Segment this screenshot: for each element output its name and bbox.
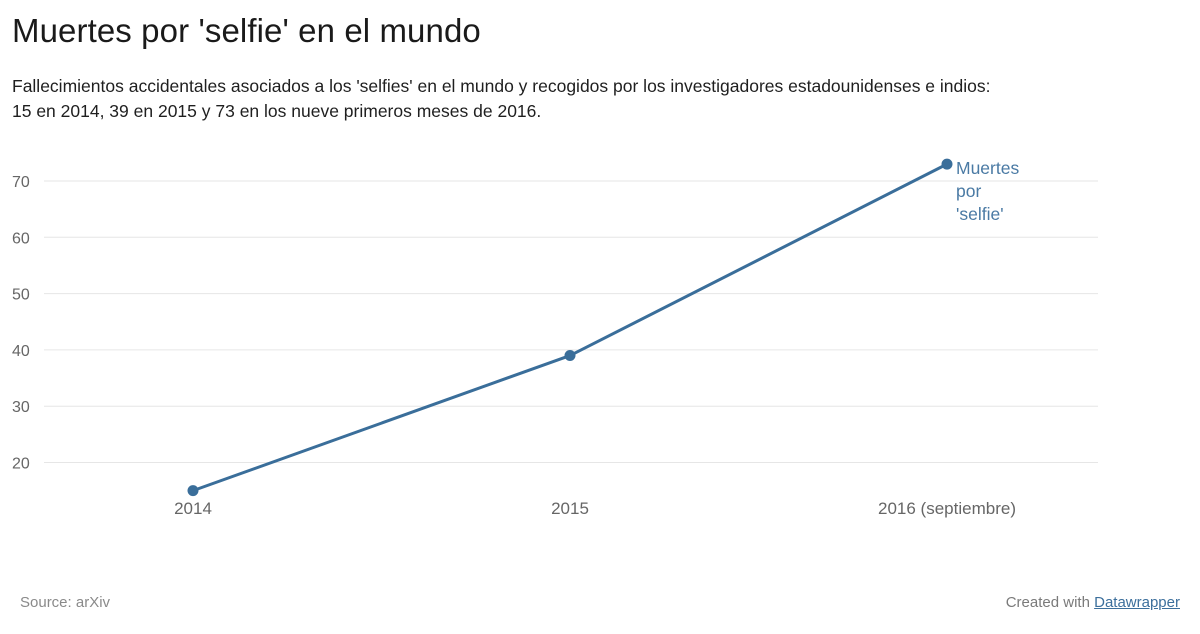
credit-text: Created with bbox=[1005, 594, 1090, 611]
subtitle-line-1: Fallecimientos accidentales asociados a … bbox=[12, 76, 991, 96]
y-tick-label: 30 bbox=[12, 399, 30, 416]
y-tick-label: 40 bbox=[12, 343, 30, 360]
datawrapper-link[interactable]: Datawrapper bbox=[1094, 594, 1180, 611]
x-tick-label: 2016 (septiembre) bbox=[878, 499, 1016, 518]
x-tick-label: 2014 bbox=[174, 499, 212, 518]
data-point-2015 bbox=[564, 350, 576, 362]
credit-note: Created with Datawrapper bbox=[1006, 594, 1180, 611]
chart-subtitle: Fallecimientos accidentales asociados a … bbox=[12, 74, 1192, 124]
x-axis-ticks: 2014 2015 2016 (septiembre) bbox=[174, 499, 1016, 518]
series-group: Muertes por 'selfie' bbox=[187, 158, 1019, 497]
y-tick-label: 60 bbox=[12, 230, 30, 247]
source-note: Source: arXiv bbox=[20, 594, 111, 611]
series-end-label: Muertes bbox=[956, 158, 1019, 178]
chart-title: Muertes por 'selfie' en el mundo bbox=[12, 12, 481, 49]
data-point-2016 bbox=[941, 158, 953, 170]
y-tick-label: 70 bbox=[12, 174, 30, 191]
series-end-label: por bbox=[956, 181, 981, 201]
y-tick-label: 20 bbox=[12, 456, 30, 473]
y-axis-ticks: 20 30 40 50 60 70 bbox=[12, 174, 30, 473]
series-end-label: 'selfie' bbox=[956, 204, 1004, 224]
subtitle-line-2: 15 en 2014, 39 en 2015 y 73 en los nueve… bbox=[12, 101, 542, 121]
gridlines bbox=[44, 180, 1098, 463]
data-point-2014 bbox=[187, 485, 199, 497]
series-line bbox=[191, 162, 949, 493]
y-tick-label: 50 bbox=[12, 287, 30, 304]
x-tick-label: 2015 bbox=[551, 499, 589, 518]
